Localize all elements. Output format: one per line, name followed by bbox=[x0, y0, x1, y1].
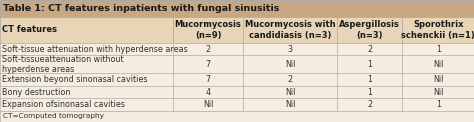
Text: 1: 1 bbox=[367, 75, 372, 84]
Text: Nil: Nil bbox=[433, 60, 443, 69]
Bar bbox=[0, 43, 173, 56]
Bar bbox=[0, 56, 173, 73]
Text: Nil: Nil bbox=[433, 88, 443, 97]
Bar bbox=[243, 98, 337, 111]
Bar bbox=[337, 98, 402, 111]
Bar bbox=[0, 86, 173, 98]
Bar bbox=[337, 43, 402, 56]
Text: Nil: Nil bbox=[285, 88, 295, 97]
Text: 1: 1 bbox=[436, 100, 441, 109]
Text: 4: 4 bbox=[206, 88, 210, 97]
Bar bbox=[337, 56, 402, 73]
Text: Nil: Nil bbox=[285, 100, 295, 109]
Text: Nil: Nil bbox=[203, 100, 213, 109]
Text: Extension beyond sinonasal cavities: Extension beyond sinonasal cavities bbox=[2, 75, 148, 84]
Bar bbox=[337, 73, 402, 86]
Text: Mucormycosis
(n=9): Mucormycosis (n=9) bbox=[174, 20, 242, 40]
Bar bbox=[173, 17, 243, 43]
Bar bbox=[402, 17, 474, 43]
Text: 7: 7 bbox=[206, 60, 210, 69]
Bar bbox=[402, 86, 474, 98]
Text: Sporothrix
schenckii (n=1): Sporothrix schenckii (n=1) bbox=[401, 20, 474, 40]
Bar bbox=[243, 43, 337, 56]
Bar bbox=[0, 0, 474, 17]
Text: Nil: Nil bbox=[285, 60, 295, 69]
Bar bbox=[173, 86, 243, 98]
Text: Expansion ofsinonasal cavities: Expansion ofsinonasal cavities bbox=[2, 100, 125, 109]
Bar bbox=[402, 43, 474, 56]
Text: 2: 2 bbox=[288, 75, 292, 84]
Text: Table 1: CT features inpatients with fungal sinusitis: Table 1: CT features inpatients with fun… bbox=[3, 4, 279, 13]
Text: 1: 1 bbox=[436, 45, 441, 54]
Text: 2: 2 bbox=[206, 45, 210, 54]
Text: CT features: CT features bbox=[2, 25, 57, 34]
Bar bbox=[0, 73, 173, 86]
Text: Soft-tissueattenuation without
hyperdense areas: Soft-tissueattenuation without hyperdens… bbox=[2, 55, 124, 74]
Bar bbox=[243, 73, 337, 86]
Bar bbox=[173, 43, 243, 56]
Text: CT=Computed tomography: CT=Computed tomography bbox=[3, 113, 104, 119]
Bar bbox=[0, 17, 173, 43]
Text: Bony destruction: Bony destruction bbox=[2, 88, 71, 97]
Bar bbox=[337, 86, 402, 98]
Bar bbox=[173, 98, 243, 111]
Text: 1: 1 bbox=[367, 60, 372, 69]
Text: Mucormycosis with
candidiasis (n=3): Mucormycosis with candidiasis (n=3) bbox=[245, 20, 336, 40]
Bar bbox=[243, 56, 337, 73]
Bar bbox=[402, 73, 474, 86]
Text: 3: 3 bbox=[288, 45, 292, 54]
Text: 1: 1 bbox=[367, 88, 372, 97]
Text: 7: 7 bbox=[206, 75, 210, 84]
Text: Nil: Nil bbox=[433, 75, 443, 84]
Bar bbox=[0, 98, 173, 111]
Bar bbox=[402, 56, 474, 73]
Bar bbox=[0, 111, 474, 122]
Text: 2: 2 bbox=[367, 100, 372, 109]
Text: Soft-tissue attenuation with hyperdense areas: Soft-tissue attenuation with hyperdense … bbox=[2, 45, 188, 54]
Text: 2: 2 bbox=[367, 45, 372, 54]
Bar bbox=[173, 56, 243, 73]
Bar bbox=[243, 86, 337, 98]
Text: Aspergillosis
(n=3): Aspergillosis (n=3) bbox=[339, 20, 400, 40]
Bar bbox=[243, 17, 337, 43]
Bar bbox=[402, 98, 474, 111]
Bar bbox=[173, 73, 243, 86]
Bar bbox=[337, 17, 402, 43]
